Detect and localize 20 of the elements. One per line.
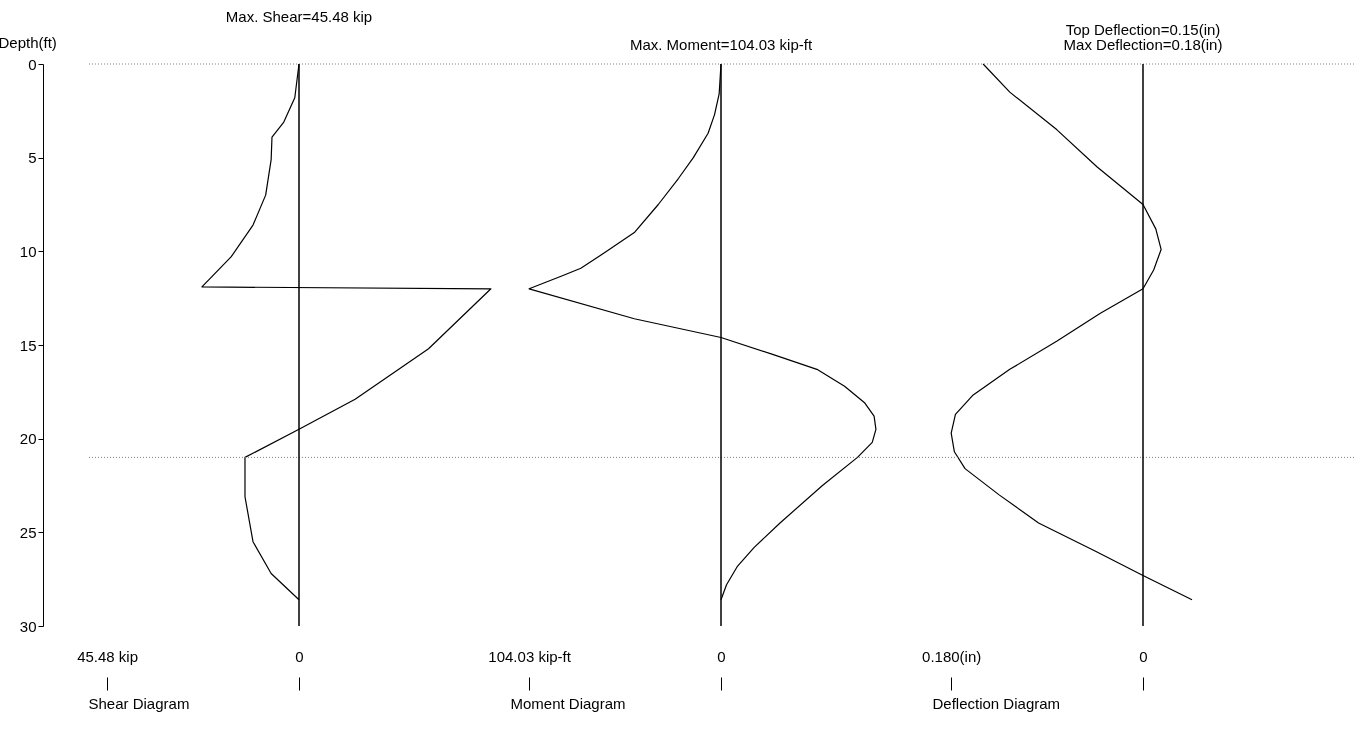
y-tick-label: 15 <box>19 336 37 354</box>
y-axis-title: Depth(ft) <box>0 33 57 51</box>
y-tick-label: 20 <box>19 430 37 448</box>
x-axis-title: Deflection Diagram <box>932 695 1061 712</box>
chart-title: Max. Moment=104.03 kip-ft <box>629 36 813 54</box>
x-tick-label: 0 <box>717 647 726 665</box>
x-tick-label: 45.48 kip <box>77 647 139 665</box>
y-tick-label: 0 <box>28 55 37 73</box>
chart-title: Top Deflection=0.15(in) <box>1065 21 1221 39</box>
x-tick-label: 0 <box>295 647 304 665</box>
x-tick-label: 104.03 kip-ft <box>488 647 572 665</box>
x-axis-title: Shear Diagram <box>88 695 190 712</box>
x-tick-label: 0 <box>1139 647 1148 665</box>
y-tick-label: 10 <box>19 242 37 260</box>
y-tick-label: 5 <box>28 149 37 167</box>
x-tick-label: 0.180(in) <box>922 647 982 665</box>
chart-title: Max. Shear=45.48 kip <box>225 8 373 25</box>
y-tick-label: 30 <box>19 617 37 635</box>
x-axis-title: Moment Diagram <box>510 695 626 712</box>
y-tick-label: 25 <box>19 523 37 541</box>
